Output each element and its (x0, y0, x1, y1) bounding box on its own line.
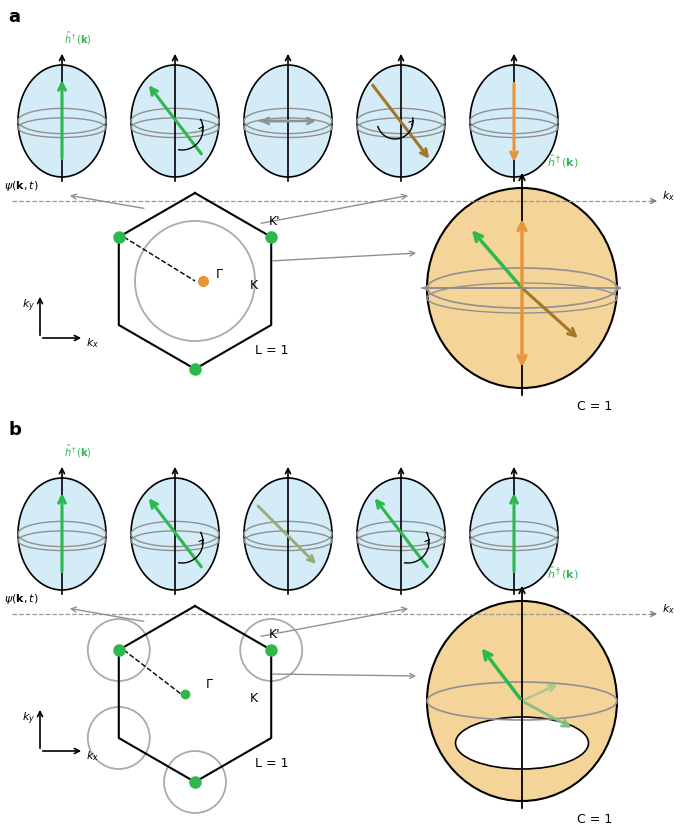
Ellipse shape (131, 478, 219, 590)
Text: a: a (8, 8, 20, 26)
Text: $k_x$: $k_x$ (662, 602, 675, 616)
Text: $k_x$: $k_x$ (86, 749, 99, 762)
Text: $k_x$: $k_x$ (86, 336, 99, 349)
Text: $\Gamma$: $\Gamma$ (215, 268, 224, 281)
Ellipse shape (244, 65, 332, 177)
Text: $k_y$: $k_y$ (22, 297, 35, 314)
Text: $k_x$: $k_x$ (662, 189, 675, 203)
Ellipse shape (427, 601, 617, 801)
Ellipse shape (427, 188, 617, 388)
Text: $\psi(\mathbf{k},t)$: $\psi(\mathbf{k},t)$ (4, 179, 38, 193)
Ellipse shape (244, 478, 332, 590)
Ellipse shape (357, 65, 445, 177)
Text: $\hat{h}^\dagger(\mathbf{k})$: $\hat{h}^\dagger(\mathbf{k})$ (64, 29, 92, 46)
Text: C = 1: C = 1 (577, 813, 612, 826)
Ellipse shape (18, 65, 106, 177)
Ellipse shape (131, 65, 219, 177)
Ellipse shape (456, 717, 588, 769)
Text: L = 1: L = 1 (255, 344, 288, 357)
Ellipse shape (18, 478, 106, 590)
Ellipse shape (470, 65, 558, 177)
Text: K: K (249, 279, 258, 292)
Text: K: K (249, 692, 258, 705)
Text: b: b (8, 421, 21, 439)
Text: $\hat{h}^\dagger(\mathbf{k})$: $\hat{h}^\dagger(\mathbf{k})$ (547, 565, 579, 582)
Text: C = 1: C = 1 (577, 400, 612, 413)
Text: L = 1: L = 1 (255, 757, 288, 770)
Text: $\Gamma$: $\Gamma$ (205, 678, 214, 691)
Ellipse shape (470, 478, 558, 590)
Text: $\hat{h}^\dagger(\mathbf{k})$: $\hat{h}^\dagger(\mathbf{k})$ (64, 442, 92, 459)
Text: $\psi(\mathbf{k},t)$: $\psi(\mathbf{k},t)$ (4, 592, 38, 606)
Ellipse shape (357, 478, 445, 590)
Text: K': K' (269, 628, 281, 641)
Text: $\hat{h}^\dagger(\mathbf{k})$: $\hat{h}^\dagger(\mathbf{k})$ (547, 152, 579, 169)
Text: K': K' (269, 215, 281, 228)
Text: $k_y$: $k_y$ (22, 710, 35, 727)
